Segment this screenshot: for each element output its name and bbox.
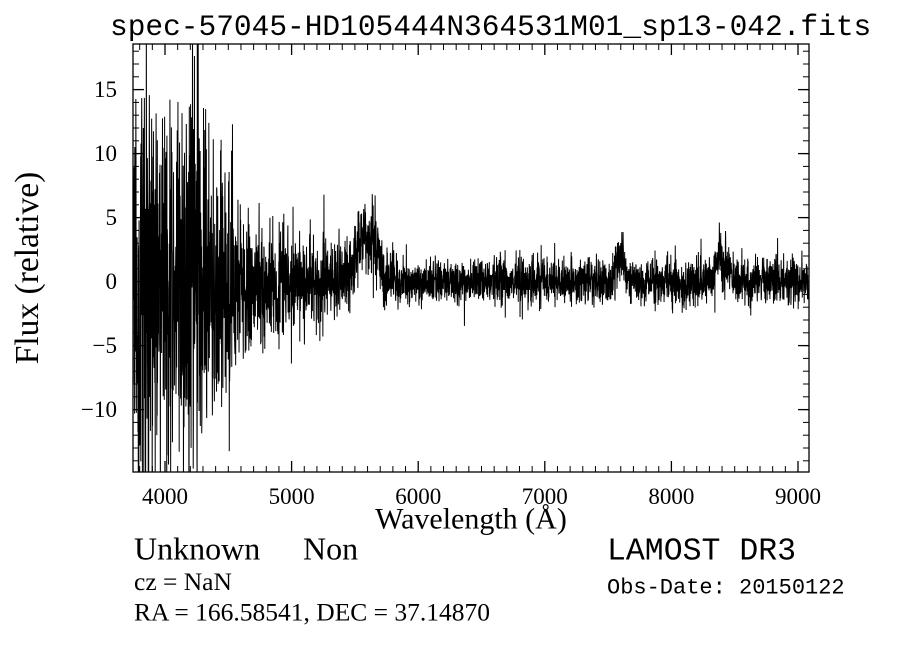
svg-text:9000: 9000 <box>775 484 821 509</box>
svg-text:8000: 8000 <box>648 484 694 509</box>
svg-text:−10: −10 <box>81 397 117 422</box>
svg-text:5: 5 <box>106 205 118 230</box>
svg-text:RA = 166.58541, DEC = 37.1487: RA = 166.58541, DEC = 37.14870 <box>134 598 490 627</box>
svg-text:4000: 4000 <box>142 484 188 509</box>
svg-text:Non: Non <box>303 531 358 567</box>
svg-text:cz = NaN: cz = NaN <box>134 567 232 596</box>
svg-text:5000: 5000 <box>269 484 315 509</box>
svg-text:15: 15 <box>94 77 117 102</box>
svg-text:spec-57045-HD105444N364531M01_: spec-57045-HD105444N364531M01_sp13-042.f… <box>110 10 871 44</box>
svg-text:10: 10 <box>94 141 117 166</box>
svg-text:Unknown: Unknown <box>134 531 260 567</box>
svg-text:−5: −5 <box>93 333 117 358</box>
svg-text:0: 0 <box>106 269 118 294</box>
svg-text:LAMOST DR3: LAMOST DR3 <box>607 535 796 570</box>
svg-text:Wavelength (Å): Wavelength (Å) <box>375 503 567 536</box>
svg-text:Obs-Date: 20150122: Obs-Date: 20150122 <box>607 576 845 601</box>
svg-text:Flux (relative): Flux (relative) <box>9 172 46 365</box>
